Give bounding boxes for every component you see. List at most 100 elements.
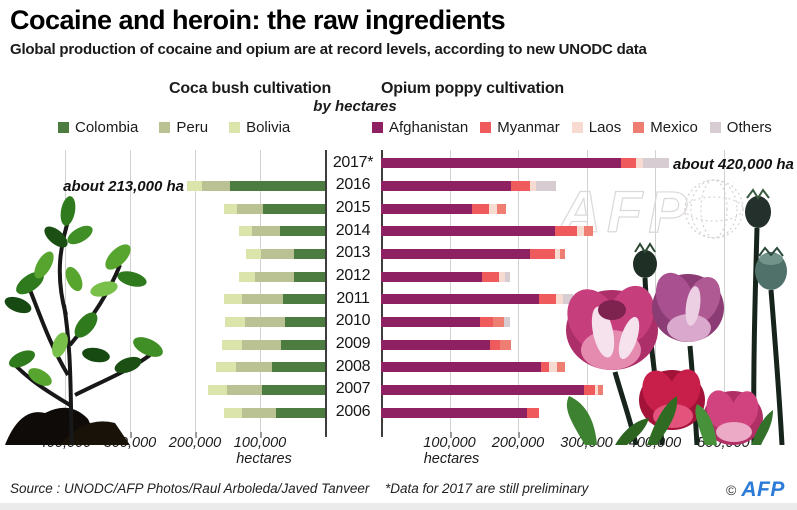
coca-bar-2007 — [208, 384, 325, 395]
gridline-500,000 — [723, 150, 725, 432]
legend-item-afghanistan: Afghanistan — [372, 119, 468, 136]
bar-segment-colombia — [284, 316, 325, 327]
legend-item-laos: Laos — [571, 119, 622, 136]
bar-segment-colombia — [283, 294, 325, 305]
gridline-400,000 — [655, 150, 656, 432]
legend-item-myanmar: Myanmar — [480, 119, 560, 136]
bar-segment-colombia — [272, 362, 325, 373]
bar-segment-peru — [201, 181, 231, 192]
bar-segment-bolivia — [246, 249, 262, 259]
footnote: *Data for 2017 are still preliminary — [385, 481, 589, 496]
opium-bar-2009 — [381, 339, 512, 350]
bar-segment-mexico — [560, 249, 566, 259]
bar-segment-mexico — [496, 203, 507, 214]
bar-segment-myanmar — [538, 294, 557, 305]
opium-bar-2011 — [381, 294, 574, 305]
opium-bar-2016 — [381, 181, 557, 192]
bar-segment-myanmar — [620, 158, 636, 169]
tickmark-100,000 — [449, 432, 452, 438]
bar-segment-mexico — [500, 339, 512, 350]
bar-segment-laos — [594, 384, 599, 395]
gridline-300,000 — [130, 150, 131, 432]
opium-bar-2017 — [381, 158, 669, 169]
coca-bar-2011 — [224, 294, 325, 305]
x-tick-label: 200,000 — [491, 435, 545, 451]
tickmark-100,000 — [260, 432, 262, 438]
bar-segment-afghanistan — [381, 271, 482, 282]
bar-segment-peru — [241, 339, 281, 350]
bar-segment-bolivia — [239, 226, 253, 237]
bar-segment-afghanistan — [381, 316, 480, 327]
bar-segment-others — [504, 271, 511, 282]
afp-logo: © AFP — [726, 478, 785, 502]
coca-bar-2014 — [239, 226, 325, 237]
bar-segment-myanmar — [540, 362, 550, 373]
bar-segment-bolivia — [224, 294, 242, 305]
legend-swatch-colombia — [58, 122, 69, 133]
year-label-2007: 2007 — [335, 380, 371, 398]
legend-item-bolivia: Bolivia — [229, 119, 290, 136]
legend-label: Colombia — [75, 119, 139, 136]
legend-swatch-afghanistan — [372, 122, 383, 133]
year-label-2016: 2016 — [335, 176, 371, 194]
bar-segment-myanmar — [479, 316, 494, 327]
legend-swatch-laos — [571, 122, 583, 133]
bar-segment-mexico — [598, 384, 603, 395]
bar-segment-afghanistan — [381, 226, 555, 237]
bar-segment-myanmar — [530, 249, 555, 259]
legend-swatch-others — [709, 122, 721, 133]
year-label-2011: 2011 — [336, 289, 370, 307]
bar-segment-colombia — [280, 339, 325, 350]
coca-legend: Colombia Peru Bolivia — [58, 119, 290, 136]
bar-segment-colombia — [275, 407, 325, 418]
bar-segment-myanmar — [584, 384, 595, 395]
copyright-symbol: © — [726, 482, 737, 498]
legend-item-others: Others — [709, 119, 772, 136]
opium-bar-2007 — [381, 384, 603, 395]
bar-segment-peru — [261, 249, 294, 259]
coca-plant-image — [4, 196, 163, 445]
bar-segment-colombia — [230, 181, 325, 192]
legend-swatch-peru — [159, 122, 171, 133]
bar-segment-afghanistan — [381, 294, 539, 305]
bar-segment-laos — [488, 203, 497, 214]
opium-annotation: about 420,000 ha — [673, 156, 794, 173]
bar-segment-colombia — [280, 226, 325, 237]
bar-segment-bolivia — [223, 203, 237, 214]
legend-item-mexico: Mexico — [633, 119, 698, 136]
legend-label: Peru — [176, 119, 209, 136]
poppy-flower-right — [703, 390, 763, 445]
year-label-2006: 2006 — [335, 402, 371, 420]
opium-bar-2008 — [381, 362, 566, 373]
source-credit: Source : UNODC/AFP Photos/Raul Arboleda/… — [10, 481, 370, 496]
opium-bar-2015 — [381, 203, 507, 214]
bar-segment-peru — [254, 271, 294, 282]
bar-segment-mexico — [557, 362, 566, 373]
bar-segment-bolivia — [238, 271, 255, 282]
opium-bar-2010 — [381, 316, 511, 327]
gridline-200,000 — [195, 150, 196, 432]
tickmark-300,000 — [130, 432, 132, 438]
legend-item-peru: Peru — [159, 119, 208, 136]
opium-chart-heading: Opium poppy cultivation — [381, 80, 564, 97]
bar-segment-myanmar — [472, 203, 489, 214]
bar-segment-myanmar — [481, 271, 500, 282]
afp-logo-text: AFP — [741, 478, 785, 501]
year-label-2013: 2013 — [335, 244, 371, 262]
coca-bar-2009 — [221, 339, 325, 350]
bar-segment-afghanistan — [381, 249, 531, 259]
legend-label: Laos — [588, 119, 622, 136]
bar-segment-laos — [556, 294, 564, 305]
poppy-flowers-image — [566, 188, 787, 445]
bar-segment-myanmar — [526, 407, 539, 418]
bar-segment-laos — [549, 362, 558, 373]
opium-bar-2014 — [381, 226, 594, 237]
legend-label: Mexico — [650, 119, 698, 136]
bar-segment-laos — [576, 226, 585, 237]
coca-bar-2012 — [238, 271, 325, 282]
bar-segment-colombia — [262, 203, 325, 214]
coca-bar-2013 — [246, 249, 325, 259]
bar-segment-mexico — [493, 316, 505, 327]
x-tick-label: 100,000 — [423, 435, 476, 451]
